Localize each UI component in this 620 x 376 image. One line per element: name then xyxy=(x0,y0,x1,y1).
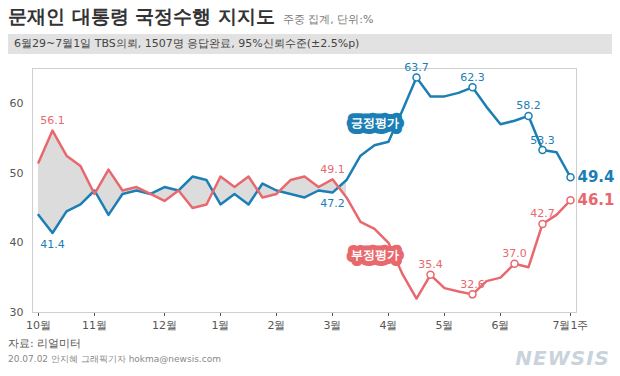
svg-text:3월: 3월 xyxy=(324,319,342,332)
svg-text:12월: 12월 xyxy=(152,319,177,332)
svg-text:58.2: 58.2 xyxy=(516,99,541,112)
svg-text:40: 40 xyxy=(10,236,24,249)
svg-text:6월: 6월 xyxy=(492,319,510,332)
svg-text:10월: 10월 xyxy=(26,319,51,332)
svg-text:2월: 2월 xyxy=(268,319,286,332)
html-text:6월29~7월1일 TBS의뢰, 1507명 응답완료, 9: 6월29~7월1일 TBS의뢰, 1507명 응답완료, 95%신뢰수준(±2.… xyxy=(14,37,360,50)
svg-text:49.4: 49.4 xyxy=(578,168,615,186)
svg-text:1월: 1월 xyxy=(212,319,230,332)
svg-text:49.1: 49.1 xyxy=(320,163,345,176)
svg-text:35.4: 35.4 xyxy=(418,258,443,271)
svg-text:11월: 11월 xyxy=(82,319,107,332)
svg-text:4월: 4월 xyxy=(380,319,398,332)
svg-text:53.3: 53.3 xyxy=(530,134,555,147)
svg-text:50: 50 xyxy=(10,167,24,180)
svg-text:63.7: 63.7 xyxy=(404,61,429,74)
svg-text:32.6: 32.6 xyxy=(460,278,485,291)
svg-text:부정평가: 부정평가 xyxy=(351,248,399,262)
svg-text:47.2: 47.2 xyxy=(320,197,345,210)
svg-text:62.3: 62.3 xyxy=(460,71,485,84)
svg-text:56.1: 56.1 xyxy=(40,114,65,127)
svg-text:7월1주: 7월1주 xyxy=(553,319,589,332)
html-text:NEWSIS: NEWSIS xyxy=(515,346,610,370)
html-text:자료: 리얼미터: 자료: 리얼미터 xyxy=(8,337,82,350)
html-text:문재인 대통령 국정수행 지지도 주중 집계, 단위:%: 문재인 대통령 국정수행 지지도 주중 집계, 단위:% xyxy=(8,5,374,27)
svg-text:46.1: 46.1 xyxy=(578,191,615,209)
svg-text:37.0: 37.0 xyxy=(502,247,527,260)
svg-text:30: 30 xyxy=(10,306,24,319)
svg-text:긍정평가: 긍정평가 xyxy=(351,116,399,130)
svg-text:5월: 5월 xyxy=(436,319,454,332)
svg-text:41.4: 41.4 xyxy=(40,238,65,251)
html-text:20.07.02 안지혜 그래픽기자 hokma@newsi: 20.07.02 안지혜 그래픽기자 hokma@newsis.com xyxy=(8,354,221,364)
svg-text:60: 60 xyxy=(10,97,24,110)
svg-text:42.7: 42.7 xyxy=(530,207,555,220)
